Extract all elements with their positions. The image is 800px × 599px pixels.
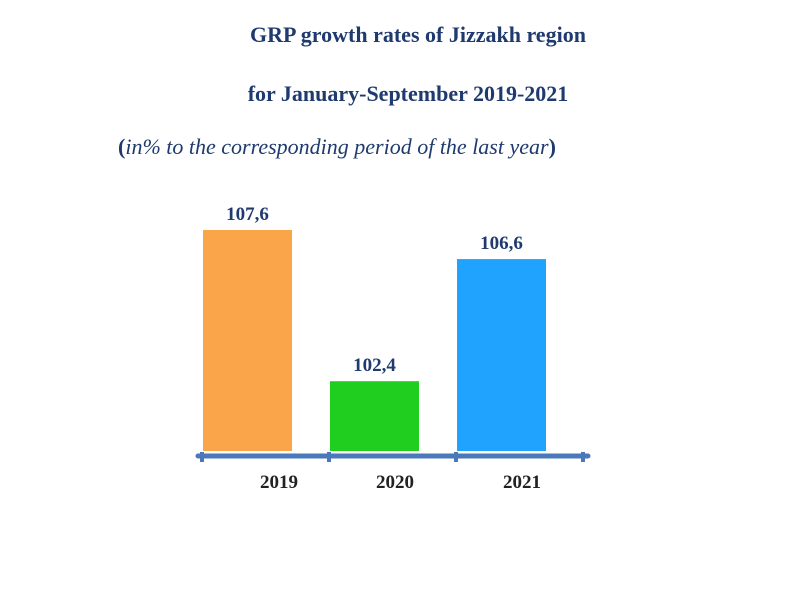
bar-2021	[457, 259, 546, 451]
chart-subtitle-period: for January-September 2019-2021	[247, 81, 569, 106]
bar-2020	[330, 381, 419, 451]
bar-2019	[203, 230, 292, 451]
units-text: in% to the corresponding period of the l…	[125, 134, 549, 159]
chart-title: GRP growth rates of Jizzakh region	[250, 22, 586, 47]
units-close-paren: )	[548, 134, 556, 159]
x-tick-label-2019: 2019	[260, 472, 298, 493]
units-open-paren: (	[118, 134, 126, 159]
chart-units-note: (in% to the corresponding period of the …	[118, 134, 556, 160]
data-label-2020: 102,4	[353, 355, 396, 376]
data-label-2021: 106,6	[480, 233, 523, 254]
data-label-2019: 107,6	[226, 204, 269, 225]
x-tick-label-2020: 2020	[376, 472, 414, 493]
x-tick-label-2021: 2021	[503, 472, 541, 493]
